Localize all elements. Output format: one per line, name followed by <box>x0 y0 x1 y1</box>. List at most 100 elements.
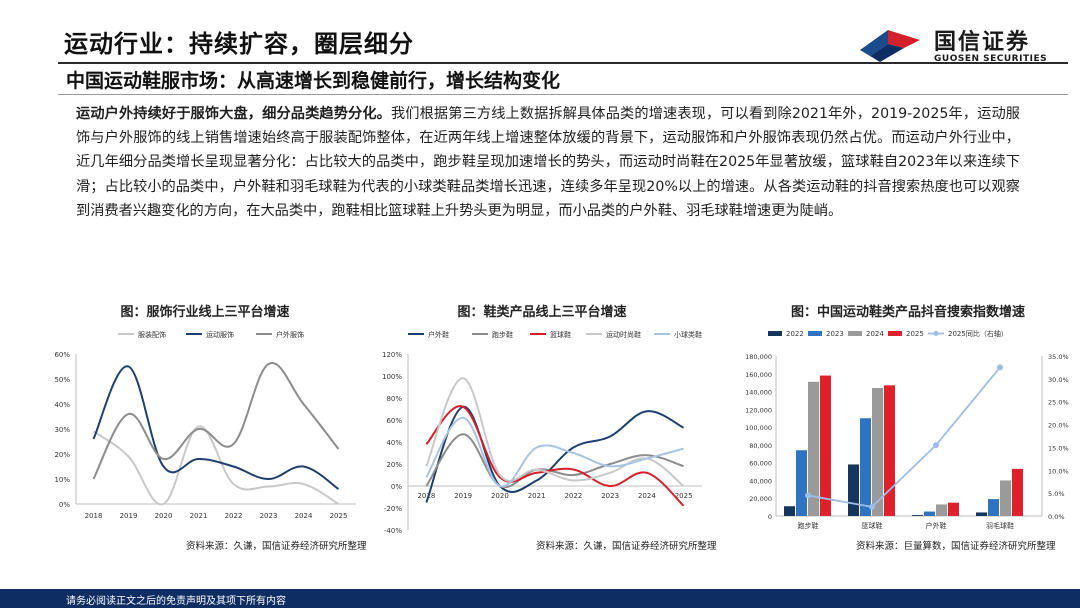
chart2-ytick-label: -40% <box>384 527 402 535</box>
chart2-xtick-label: 2019 <box>454 492 472 500</box>
chart1-ytick-label: 20% <box>54 451 70 459</box>
chart3-legend-swatch <box>768 331 782 336</box>
chart2-series-line-1 <box>425 433 684 489</box>
chart2-series-line-4 <box>425 416 684 488</box>
chart3-legend-swatch <box>888 331 902 336</box>
chart3-ytick-label: 140,000 <box>745 389 772 397</box>
chart1-xtick-label: 2023 <box>260 512 278 520</box>
chart3-bar <box>872 388 883 516</box>
subtitle-divider <box>58 94 1068 95</box>
chart3-bar <box>912 515 923 516</box>
chart3-y2tick-label: 10.0% <box>1048 467 1069 475</box>
chart1-legend-label: 运动服饰 <box>206 330 234 339</box>
chart2-series-line-2 <box>425 405 685 507</box>
chart3-y2tick-label: 0.0% <box>1048 513 1065 521</box>
chart3-xtick-label: 户外鞋 <box>926 521 947 530</box>
chart2-xtick-label: 2023 <box>601 492 619 500</box>
chart3-y2tick-label: 20.0% <box>1048 422 1069 430</box>
chart2-source: 资料来源：久谦，国信证券经济研究所整理 <box>536 541 717 552</box>
footer-disclaimer: 请务必阅读正文之后的免责声明及其项下所有内容 <box>66 596 286 607</box>
chart2-title: 图：鞋类产品线上三平台增速 <box>457 305 627 320</box>
chart1-ytick-label: 10% <box>54 476 70 484</box>
chart1-ytick-label: 40% <box>54 401 70 409</box>
chart1-series-line-2 <box>92 362 340 480</box>
chart3-xtick-label: 羽毛球鞋 <box>986 521 1014 530</box>
body-text: 我们根据第三方线上数据拆解具体品类的增速表现，可以看到除2021年外，2019-… <box>76 106 1020 219</box>
chart3-legend-label: 2025 <box>906 330 924 338</box>
chart3-y2tick-label: 25.0% <box>1048 399 1069 407</box>
chart2-legend-label: 小球类鞋 <box>674 330 702 339</box>
chart2-ytick-label: 0% <box>391 483 402 491</box>
chart1-xtick-label: 2022 <box>225 512 243 520</box>
chart3-y2tick-label: 30.0% <box>1048 376 1069 384</box>
chart2-xtick-label: 2021 <box>528 492 546 500</box>
logo-chinese-name: 国信证券 <box>934 30 1031 55</box>
chart1-title: 图：服饰行业线上三平台增速 <box>120 305 290 320</box>
chart2-ytick-label: 60% <box>386 417 402 425</box>
chart2-series-line-3 <box>425 377 685 487</box>
chart3-xtick-label: 跑步鞋 <box>798 521 819 530</box>
chart2-legend-label: 篮球鞋 <box>550 330 571 339</box>
chart3-y2tick-label: 15.0% <box>1048 444 1069 452</box>
body-lead: 运动户外持续好于服饰大盘，细分品类趋势分化。 <box>76 106 391 122</box>
logo-english-name: GUOSEN SECURITIES <box>934 54 1048 64</box>
chart3-bar-chart: 0 20,000 40,000 60,000 80,000 100,000 120,000 1… <box>745 329 1069 530</box>
chart1-legend-label: 户外服饰 <box>276 330 304 339</box>
chart1-ytick-label: 0% <box>59 501 70 509</box>
chart3-ytick-label: 0 <box>768 513 772 521</box>
chart3-source: 资料来源：巨量算数，国信证券经济研究所整理 <box>856 541 1056 552</box>
chart3-bar <box>924 511 935 516</box>
chart3-ytick-label: 20,000 <box>749 495 772 503</box>
chart2-ytick-label: 120% <box>382 351 402 359</box>
chart3-bar <box>784 506 795 516</box>
title-divider <box>58 62 1068 64</box>
chart3-ytick-label: 60,000 <box>749 460 772 468</box>
chart1-ytick-label: 60% <box>54 351 70 359</box>
chart2-legend-label: 运动时尚鞋 <box>606 330 641 339</box>
guosen-logo-icon <box>860 30 920 62</box>
chart2-ytick-label: -20% <box>384 505 402 513</box>
chart3-bar <box>848 464 859 516</box>
chart3-bar <box>1012 468 1023 516</box>
chart1-line-chart: 0% 10% 20% 30% 40% 50% 60% 2018 2019 2020 2021 2022… <box>54 330 356 520</box>
chart3-bar <box>936 504 947 516</box>
chart3-legend-label: 2024 <box>866 330 884 338</box>
chart2-ytick-label: 40% <box>386 439 402 447</box>
chart2-xtick-label: 2018 <box>417 492 435 500</box>
chart2-xtick-label: 2024 <box>638 492 656 500</box>
chart3-ytick-label: 160,000 <box>745 371 772 379</box>
chart1-legend-label: 服装配饰 <box>138 330 166 339</box>
chart3-legend-label: 2022 <box>786 330 804 338</box>
chart3-yoy-point <box>997 364 1003 371</box>
chart3-title: 图：中国运动鞋类产品抖音搜索指数增速 <box>790 305 1025 320</box>
chart2-line-chart: -40% -20% 0% 20% 40% 60% 80% 100% 120% 2018 2019 20… <box>382 330 702 535</box>
chart3-bar <box>820 375 831 516</box>
chart1-xtick-label: 2021 <box>190 512 208 520</box>
chart3-legend-swatch <box>848 331 862 336</box>
chart1-ytick-label: 30% <box>54 426 70 434</box>
chart3-yoy-point <box>805 492 811 499</box>
chart2-xtick-label: 2020 <box>491 492 509 500</box>
chart3-legend-swatch-dot <box>933 331 939 336</box>
footer-bar: 请务必阅读正文之后的免责声明及其项下所有内容 <box>0 589 1080 608</box>
chart3-bar <box>1000 480 1011 516</box>
chart3-ytick-label: 80,000 <box>749 442 772 450</box>
page-subtitle: 中国运动鞋服市场：从高速增长到稳健前行，增长结构变化 <box>66 70 561 92</box>
page-title: 运动行业：持续扩容，圈层细分 <box>64 30 414 58</box>
chart3-ytick-label: 40,000 <box>749 477 772 485</box>
chart2-xtick-label: 2022 <box>564 492 582 500</box>
body-paragraph: 运动户外持续好于服饰大盘，细分品类趋势分化。我们根据第三方线上数据拆解具体品类的… <box>76 102 1020 223</box>
chart1-ytick-label: 50% <box>54 376 70 384</box>
chart2-ytick-label: 100% <box>382 373 402 381</box>
chart3-yoy-point <box>869 503 875 510</box>
chart3-yoy-line <box>807 366 1001 508</box>
chart1-series-line-1 <box>92 365 340 490</box>
chart3-y2tick-label: 5.0% <box>1048 490 1065 498</box>
chart2-legend-label: 户外鞋 <box>428 330 449 339</box>
chart3-bar <box>988 499 999 516</box>
chart3-bar <box>796 450 807 516</box>
chart2-ytick-label: 80% <box>386 395 402 403</box>
chart3-bar <box>808 381 819 516</box>
chart3-yoy-point <box>933 442 939 449</box>
chart3-y2tick-label: 35.0% <box>1048 353 1069 361</box>
